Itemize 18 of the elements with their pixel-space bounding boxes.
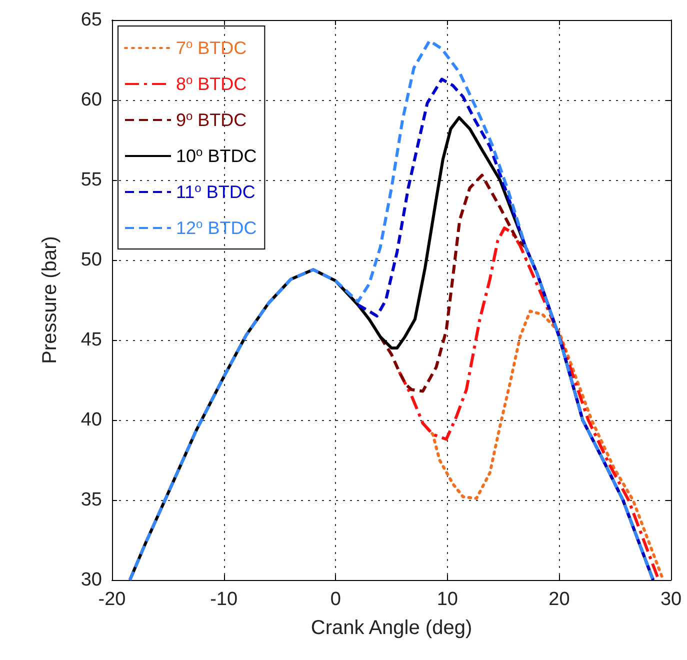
x-tick-label: 30 bbox=[660, 589, 682, 610]
line-series bbox=[356, 78, 655, 582]
x-axis-title: Crank Angle (deg) bbox=[310, 617, 472, 639]
line-series bbox=[378, 174, 528, 393]
y-tick-label: 30 bbox=[80, 570, 102, 590]
y-tick-label: 65 bbox=[80, 10, 102, 30]
y-tick-label: 40 bbox=[80, 410, 102, 430]
x-tick-label: 0 bbox=[330, 589, 341, 610]
y-axis-title: Pressure (bar) bbox=[39, 236, 61, 364]
y-tick-label: 45 bbox=[80, 330, 102, 350]
x-tick-label: -10 bbox=[210, 589, 238, 610]
y-tick-label: 35 bbox=[80, 490, 102, 510]
y-tick-label: 55 bbox=[80, 170, 102, 190]
x-tick-label: -20 bbox=[98, 589, 126, 610]
y-tick-label: 60 bbox=[80, 90, 102, 110]
x-tick-label: 20 bbox=[548, 589, 570, 610]
y-tick-label: 50 bbox=[80, 250, 102, 270]
x-tick-label: 10 bbox=[436, 589, 458, 610]
